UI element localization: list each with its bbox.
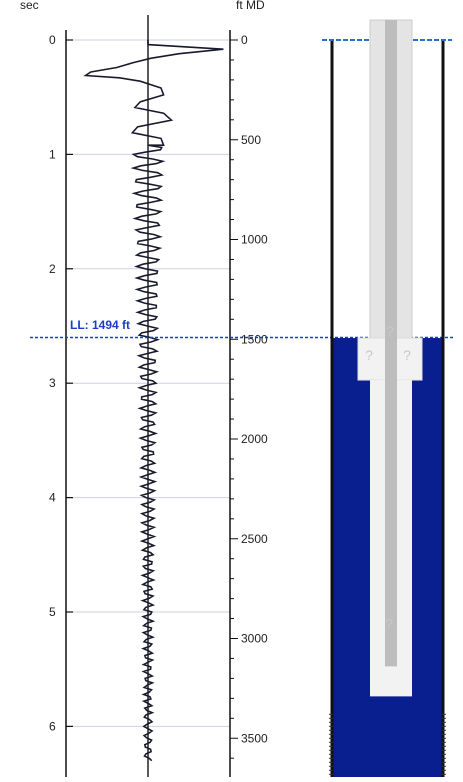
left-tick-label: 3 <box>49 376 56 390</box>
left-axis-ticks: 0 1 2 3 4 5 6 <box>49 33 73 733</box>
wellbore-schematic: ???? <box>322 19 452 782</box>
right-tick-label: 500 <box>241 133 261 147</box>
unknown-marker: ? <box>403 347 411 363</box>
liquid-level-label: LL: 1494 ft <box>70 318 130 332</box>
left-tick-label: 5 <box>49 605 56 619</box>
left-tick-label: 6 <box>49 719 56 733</box>
left-tick-label: 0 <box>49 33 56 47</box>
right-tick-label: 0 <box>241 33 248 47</box>
left-tick-label: 4 <box>49 491 56 505</box>
right-tick-label: 3500 <box>241 731 268 745</box>
right-tick-label: 1000 <box>241 233 268 247</box>
unknown-marker: ? <box>386 323 394 339</box>
right-tick-label: 3000 <box>241 632 268 646</box>
right-axis-ticks: 0 500 1000 1500 2000 2500 3000 3500 <box>230 33 268 759</box>
right-tick-label: 2500 <box>241 532 268 546</box>
unknown-marker: ? <box>385 616 393 632</box>
unknown-marker: ? <box>365 347 373 363</box>
right-axis-label: ft MD <box>236 0 265 12</box>
left-tick-label: 2 <box>49 262 56 276</box>
left-tick-label: 1 <box>49 147 56 161</box>
right-tick-label: 2000 <box>241 432 268 446</box>
right-tick-label: 1500 <box>241 332 268 346</box>
left-axis-label: sec <box>20 0 39 12</box>
sucker-rod <box>385 20 397 667</box>
acoustic-trace <box>83 40 224 762</box>
